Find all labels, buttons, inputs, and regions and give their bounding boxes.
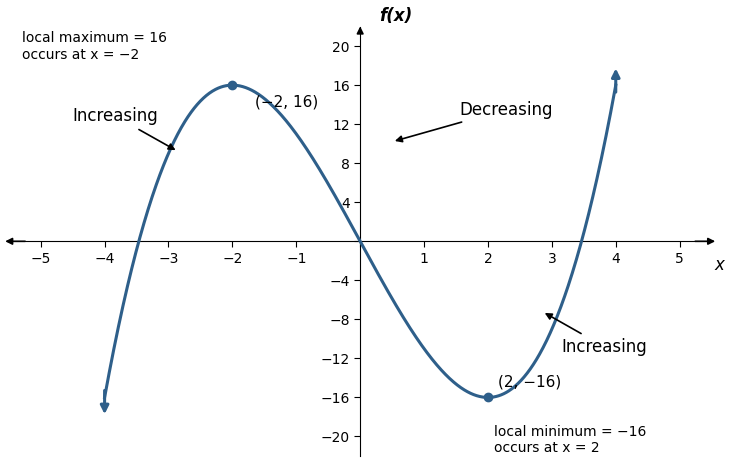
Text: x: x (715, 256, 724, 274)
Text: local minimum = −16
occurs at x = 2: local minimum = −16 occurs at x = 2 (494, 425, 647, 455)
Text: local maximum = 16
occurs at x = −2: local maximum = 16 occurs at x = −2 (21, 31, 167, 62)
Text: Increasing: Increasing (72, 107, 174, 149)
Text: Increasing: Increasing (546, 314, 647, 356)
Text: Decreasing: Decreasing (397, 100, 553, 142)
Text: f(x): f(x) (379, 7, 412, 25)
Text: (−2, 16): (−2, 16) (254, 95, 318, 110)
Text: (2, −16): (2, −16) (498, 375, 561, 389)
